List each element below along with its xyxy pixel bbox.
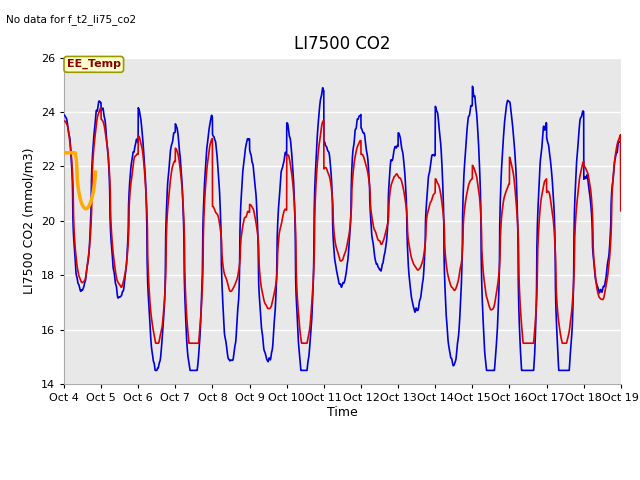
- T3 Boardwalk: [82, 206, 90, 212]
- T1 Open Water: [151, 368, 159, 373]
- Text: No data for f_t2_li75_co2: No data for f_t2_li75_co2: [6, 14, 136, 25]
- T3 Boardwalk: [76, 193, 83, 199]
- T1 Open Water: [161, 307, 168, 312]
- X-axis label: Time: Time: [327, 406, 358, 419]
- Permanent Tower: [436, 191, 444, 196]
- Permanent Tower: [152, 340, 159, 346]
- Line: T1 Open Water: T1 Open Water: [64, 86, 621, 371]
- Permanent Tower: [161, 300, 168, 306]
- Permanent Tower: [499, 202, 507, 208]
- Permanent Tower: [468, 177, 476, 182]
- Permanent Tower: [616, 132, 624, 138]
- T1 Open Water: [468, 84, 476, 89]
- Permanent Tower: [60, 119, 68, 124]
- Permanent Tower: [617, 208, 625, 214]
- T3 Boardwalk: [60, 150, 68, 156]
- T3 Boardwalk: [65, 150, 72, 156]
- T1 Open Water: [616, 138, 624, 144]
- T3 Boardwalk: [71, 150, 79, 156]
- Permanent Tower: [97, 105, 104, 111]
- T1 Open Water: [617, 206, 625, 212]
- T3 Boardwalk: [75, 190, 83, 195]
- T1 Open Water: [467, 103, 475, 108]
- T1 Open Water: [60, 112, 68, 118]
- T3 Boardwalk: [63, 150, 70, 156]
- T1 Open Water: [436, 138, 444, 144]
- T1 Open Water: [499, 141, 507, 147]
- Permanent Tower: [322, 165, 330, 170]
- T1 Open Water: [322, 143, 330, 148]
- Title: LI7500 CO2: LI7500 CO2: [294, 35, 390, 53]
- T3 Boardwalk: [92, 169, 99, 175]
- Text: EE_Temp: EE_Temp: [67, 59, 121, 70]
- Line: T3 Boardwalk: T3 Boardwalk: [64, 153, 95, 209]
- Y-axis label: LI7500 CO2 (mmol/m3): LI7500 CO2 (mmol/m3): [22, 147, 35, 294]
- Line: Permanent Tower: Permanent Tower: [64, 108, 621, 343]
- T3 Boardwalk: [70, 150, 77, 156]
